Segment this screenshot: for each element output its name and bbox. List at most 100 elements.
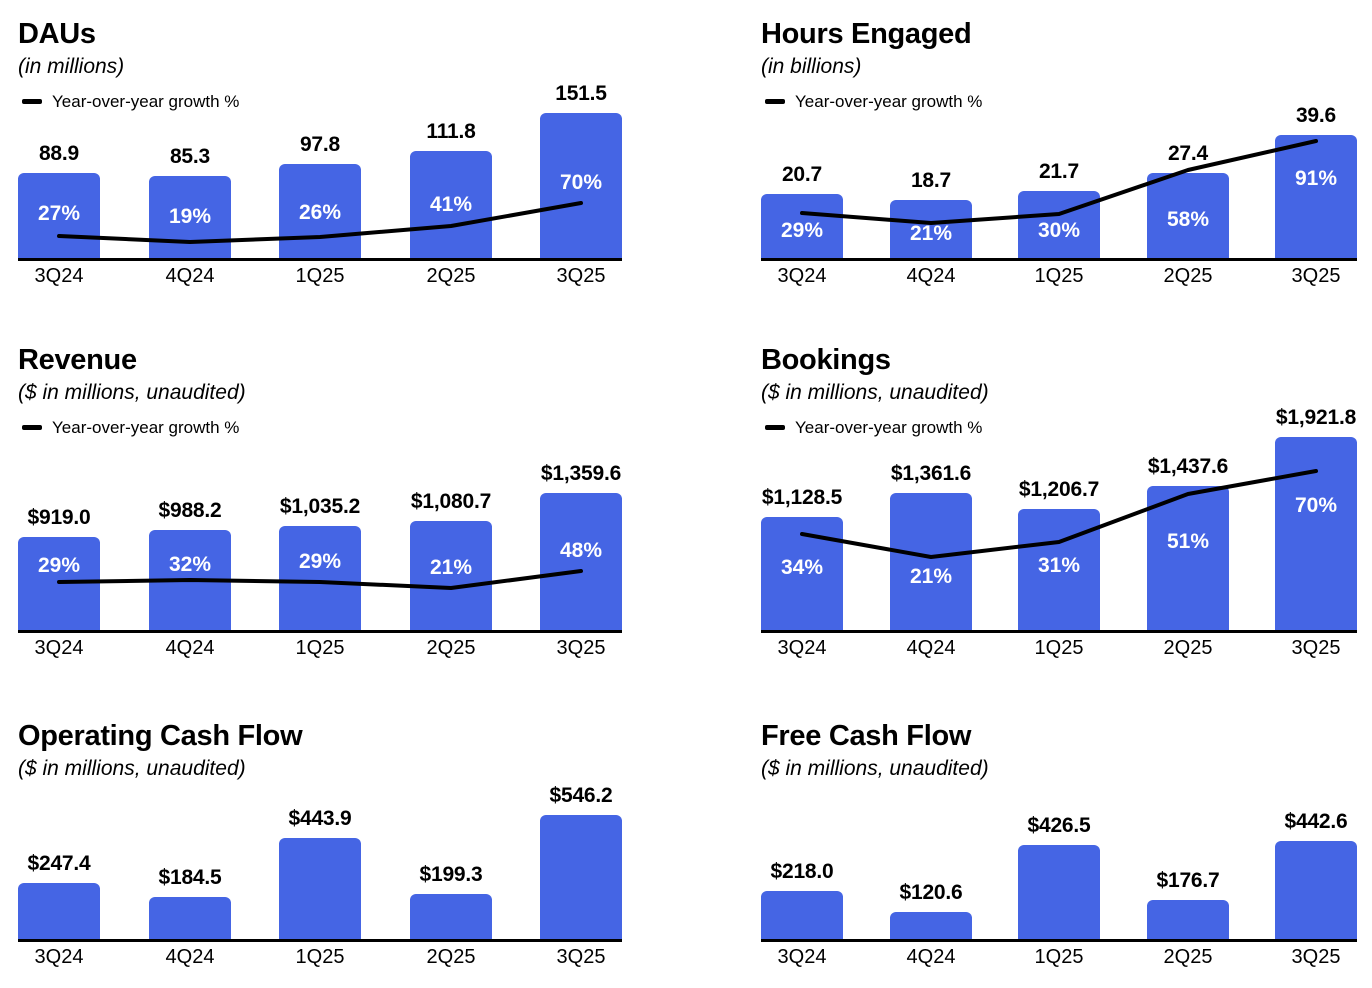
growth-label-4Q24: 21% bbox=[909, 565, 953, 588]
value-label-3Q24: 88.9 bbox=[38, 142, 80, 165]
bar-3Q25: 70% bbox=[540, 113, 622, 258]
chart-subtitle: ($ in millions, unaudited) bbox=[761, 757, 989, 781]
chart-title: Revenue bbox=[18, 344, 137, 376]
chart-hours-engaged: Hours Engaged (in billions) Year-over-ye… bbox=[761, 14, 1357, 289]
growth-label-3Q25: 91% bbox=[1294, 167, 1338, 190]
growth-line bbox=[57, 201, 583, 244]
x-tick-4Q24: 4Q24 bbox=[906, 637, 956, 659]
legend-label: Year-over-year growth % bbox=[52, 91, 240, 111]
bar-1Q25: 30% bbox=[1018, 191, 1100, 258]
value-label-3Q25: $442.6 bbox=[1284, 810, 1348, 833]
x-axis bbox=[761, 630, 1357, 633]
bar-2Q25: 21% bbox=[410, 521, 492, 630]
value-label-4Q24: $120.6 bbox=[899, 881, 963, 904]
value-label-3Q25: $546.2 bbox=[549, 784, 613, 807]
x-tick-1Q25: 1Q25 bbox=[1034, 946, 1084, 968]
line-swatch-icon bbox=[765, 99, 785, 105]
value-label-3Q24: $1,128.5 bbox=[761, 486, 843, 509]
value-label-2Q25: $1,437.6 bbox=[1147, 455, 1229, 478]
chart-title: Free Cash Flow bbox=[761, 720, 972, 752]
chart-title: DAUs bbox=[18, 18, 96, 50]
bar-3Q24 bbox=[761, 891, 843, 939]
chart-free-cash-flow: Free Cash Flow ($ in millions, unaudited… bbox=[761, 716, 1357, 970]
line-swatch-icon bbox=[22, 99, 42, 105]
x-tick-3Q24: 3Q24 bbox=[777, 946, 827, 968]
x-tick-3Q24: 3Q24 bbox=[777, 265, 827, 287]
bar-3Q25: 91% bbox=[1275, 135, 1357, 258]
bar-4Q24 bbox=[890, 912, 972, 939]
plot-area: $218.0 $120.6 $426.5 $176.7 $442.6 bbox=[761, 810, 1357, 939]
x-tick-3Q24: 3Q24 bbox=[34, 946, 84, 968]
growth-legend: Year-over-year growth % bbox=[22, 418, 622, 438]
x-axis bbox=[761, 258, 1357, 261]
x-tick-4Q24: 4Q24 bbox=[165, 265, 215, 287]
plot-area: 27% 88.9 19% 85.3 26% 97.8 41% 111.8 70% 151.5 bbox=[18, 82, 622, 258]
x-tick-2Q25: 2Q25 bbox=[1163, 637, 1213, 659]
growth-label-1Q25: 31% bbox=[1037, 554, 1081, 577]
growth-line bbox=[800, 139, 1318, 225]
x-tick-1Q25: 1Q25 bbox=[295, 946, 345, 968]
value-label-2Q25: $1,080.7 bbox=[410, 490, 492, 513]
value-label-4Q24: 18.7 bbox=[910, 169, 952, 192]
plot-area: 29% 20.7 21% 18.7 30% 21.7 58% 27.4 91% 39.6 bbox=[761, 104, 1357, 258]
bar-2Q25: 51% bbox=[1147, 486, 1229, 630]
growth-label-4Q24: 32% bbox=[168, 553, 212, 576]
growth-label-3Q24: 29% bbox=[37, 554, 81, 577]
value-label-4Q24: $988.2 bbox=[158, 499, 222, 522]
x-tick-2Q25: 2Q25 bbox=[1163, 946, 1213, 968]
x-tick-3Q25: 3Q25 bbox=[556, 265, 606, 287]
plot-area: 34% $1,128.5 21% $1,361.6 31% $1,206.7 51% $1,4… bbox=[761, 406, 1357, 630]
x-axis-labels: 3Q24 4Q24 1Q25 2Q25 3Q25 bbox=[761, 944, 1357, 970]
bar-3Q25: 48% bbox=[540, 493, 622, 630]
bar-3Q25 bbox=[540, 815, 622, 939]
x-tick-3Q25: 3Q25 bbox=[1291, 637, 1341, 659]
growth-label-4Q24: 21% bbox=[909, 222, 953, 245]
growth-label-3Q24: 27% bbox=[37, 202, 81, 225]
growth-line bbox=[57, 569, 583, 590]
x-axis-labels: 3Q24 4Q24 1Q25 2Q25 3Q25 bbox=[18, 635, 622, 661]
x-tick-1Q25: 1Q25 bbox=[1034, 637, 1084, 659]
plot-area: $247.4 $184.5 $443.9 $199.3 $546.2 bbox=[18, 784, 622, 939]
bar-4Q24: 21% bbox=[890, 200, 972, 258]
x-axis bbox=[18, 258, 622, 261]
x-tick-2Q25: 2Q25 bbox=[426, 946, 476, 968]
x-axis bbox=[761, 939, 1357, 942]
value-label-3Q24: $919.0 bbox=[27, 506, 91, 529]
x-tick-2Q25: 2Q25 bbox=[426, 265, 476, 287]
chart-subtitle: ($ in millions, unaudited) bbox=[18, 381, 246, 405]
chart-title: Bookings bbox=[761, 344, 891, 376]
growth-label-3Q24: 29% bbox=[780, 219, 824, 242]
bar-3Q24: 27% bbox=[18, 173, 100, 258]
growth-label-4Q24: 19% bbox=[168, 205, 212, 228]
line-swatch-icon bbox=[765, 425, 785, 431]
x-tick-3Q24: 3Q24 bbox=[34, 265, 84, 287]
x-tick-3Q25: 3Q25 bbox=[1291, 946, 1341, 968]
growth-label-2Q25: 41% bbox=[429, 193, 473, 216]
chart-daus: DAUs (in millions) Year-over-year growth… bbox=[18, 14, 622, 289]
value-label-2Q25: 111.8 bbox=[426, 120, 476, 143]
x-tick-1Q25: 1Q25 bbox=[1034, 265, 1084, 287]
growth-label-3Q25: 70% bbox=[1294, 494, 1338, 517]
x-tick-1Q25: 1Q25 bbox=[295, 637, 345, 659]
chart-title: Operating Cash Flow bbox=[18, 720, 303, 752]
x-axis-labels: 3Q24 4Q24 1Q25 2Q25 3Q25 bbox=[18, 263, 622, 289]
bar-2Q25 bbox=[410, 894, 492, 939]
value-label-4Q24: $1,361.6 bbox=[890, 462, 972, 485]
value-label-1Q25: $426.5 bbox=[1027, 814, 1091, 837]
value-label-2Q25: 27.4 bbox=[1167, 142, 1209, 165]
x-axis-labels: 3Q24 4Q24 1Q25 2Q25 3Q25 bbox=[761, 635, 1357, 661]
value-label-3Q24: $218.0 bbox=[770, 860, 834, 883]
line-swatch-icon bbox=[22, 425, 42, 431]
value-label-3Q24: $247.4 bbox=[27, 852, 91, 875]
x-axis bbox=[18, 939, 622, 942]
value-label-3Q25: $1,359.6 bbox=[540, 462, 622, 485]
chart-subtitle: (in millions) bbox=[18, 55, 125, 79]
value-label-3Q25: 151.5 bbox=[555, 82, 607, 105]
bar-1Q25: 26% bbox=[279, 164, 361, 258]
value-label-3Q25: $1,921.8 bbox=[1275, 406, 1357, 429]
bar-4Q24 bbox=[149, 897, 231, 939]
bar-2Q25: 41% bbox=[410, 151, 492, 258]
value-label-2Q25: $199.3 bbox=[419, 863, 483, 886]
growth-label-1Q25: 29% bbox=[298, 550, 342, 573]
